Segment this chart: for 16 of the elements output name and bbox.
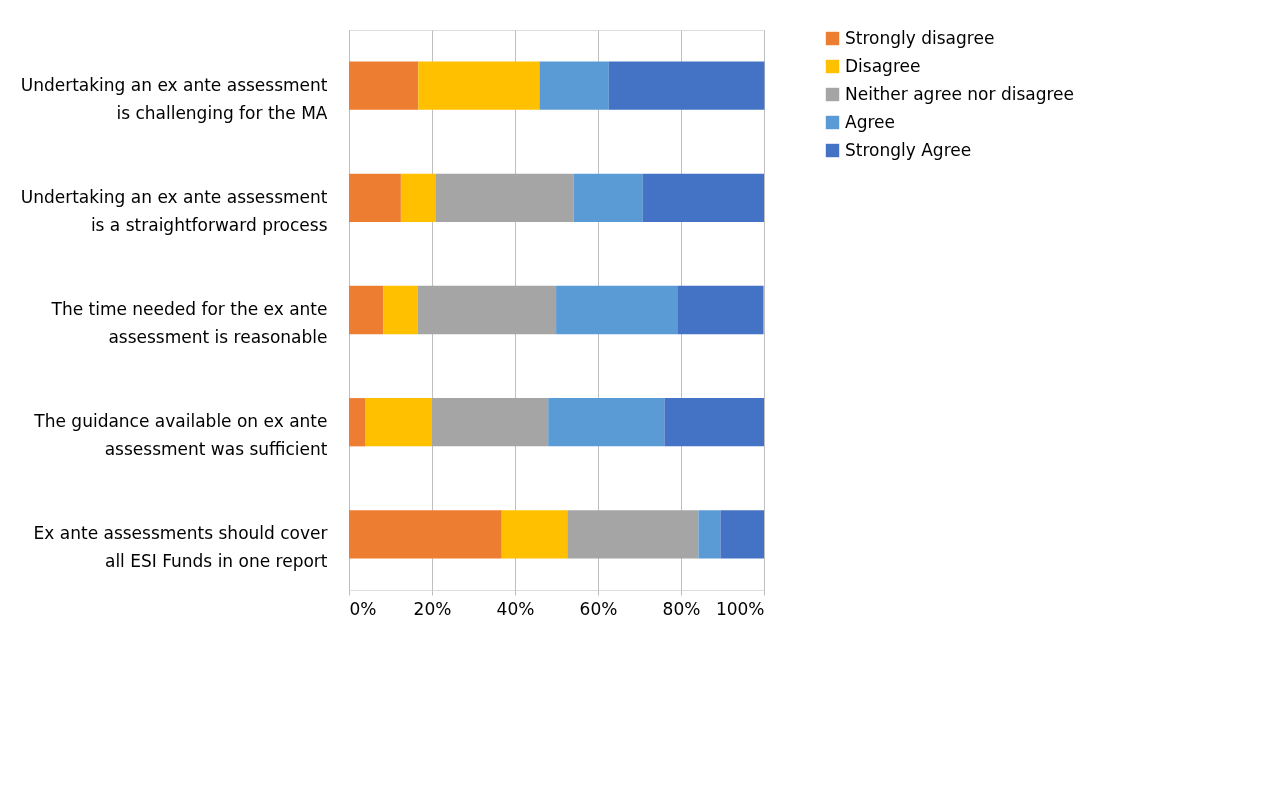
x-tick-label: 100%: [715, 598, 765, 619]
legend-label: Disagree: [845, 55, 921, 76]
legend-label: Strongly disagree: [845, 27, 995, 48]
x-tick-label: 60%: [579, 598, 618, 619]
y-tick-label: The guidance available on ex ante assessment was sufficient: [33, 411, 328, 460]
x-tick-label: 40%: [496, 598, 535, 619]
legend-label: Agree: [845, 111, 895, 132]
y-tick-label: Undertaking an ex ante assessment is a straightforward process: [20, 186, 328, 235]
x-tick-label: 80%: [662, 598, 701, 619]
legend-label: Strongly Agree: [845, 139, 972, 160]
y-tick-label: The time needed for the ex ante assessment is reasonable: [50, 299, 328, 347]
x-tick-label: 20%: [413, 598, 452, 619]
y-tick-label: Undertaking an ex ante assessment is challenging for the MA: [20, 74, 328, 123]
y-tick-label: Ex ante assessments should cover all ESI Funds in one report: [33, 523, 328, 572]
x-tick-label: 0%: [349, 598, 377, 619]
legend-label: Neither agree nor disagree: [845, 83, 1075, 104]
